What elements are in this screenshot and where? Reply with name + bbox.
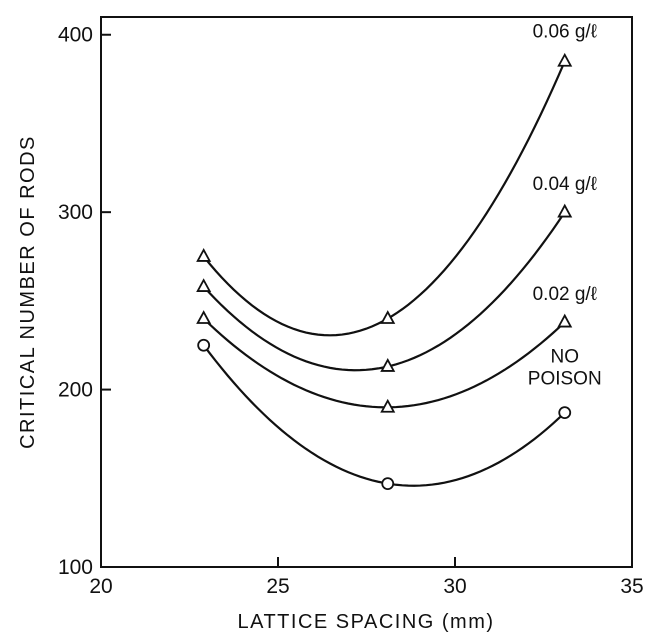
y-tick-label: 400 xyxy=(58,24,93,47)
x-axis-title: LATTICE SPACING (mm) xyxy=(237,611,494,633)
x-tick-label: 20 xyxy=(89,575,112,598)
series-line xyxy=(202,317,566,409)
data-point-triangle xyxy=(196,310,212,324)
series-label-line: POISON xyxy=(528,369,602,390)
data-point-triangle xyxy=(557,52,573,67)
series-label-line: NO xyxy=(550,347,579,368)
data-point-triangle xyxy=(557,313,573,328)
data-point-triangle xyxy=(380,310,396,324)
series-label: 0.06 g/ℓ xyxy=(533,21,597,42)
axis-ticks xyxy=(100,33,633,568)
tick-labels: 20 25 30 35 100 200 300 400 xyxy=(58,24,644,598)
data-point-triangle xyxy=(196,248,212,262)
data-point-circle xyxy=(558,406,572,420)
data-point-circle xyxy=(197,338,211,352)
series-1: 0.04 g/ℓ xyxy=(196,174,597,372)
data-point-triangle xyxy=(196,278,212,292)
x-tick-label: 35 xyxy=(620,575,643,598)
series-label-line: 0.06 g/ℓ xyxy=(533,21,597,42)
series-label-line: 0.02 g/ℓ xyxy=(533,284,597,305)
data-point-triangle xyxy=(557,203,573,218)
y-tick-label: 100 xyxy=(58,556,93,579)
series-label: 0.04 g/ℓ xyxy=(533,174,597,195)
series-2: 0.02 g/ℓ xyxy=(196,284,597,413)
plot-frame xyxy=(100,16,633,568)
data-point-triangle xyxy=(380,358,396,372)
y-axis-title: CRITICAL NUMBER OF RODS xyxy=(17,135,39,449)
data-point-circle xyxy=(381,477,395,491)
series-line xyxy=(202,60,566,337)
y-tick-label: 200 xyxy=(58,379,93,402)
series-3: NO POISON xyxy=(197,338,602,491)
series-0: 0.06 g/ℓ xyxy=(196,21,597,337)
series-line xyxy=(202,211,566,372)
x-tick-label: 25 xyxy=(266,575,289,598)
series-label-line: 0.04 g/ℓ xyxy=(533,174,597,195)
x-tick-label: 30 xyxy=(443,575,466,598)
series-group: 0.06 g/ℓ 0.04 g/ℓ 0.02 g/ℓ NO POISON xyxy=(196,21,602,491)
series-label: 0.02 g/ℓ xyxy=(533,284,597,305)
series-label: NO POISON xyxy=(528,347,602,390)
y-tick-label: 300 xyxy=(58,201,93,224)
data-point-triangle xyxy=(380,398,396,413)
